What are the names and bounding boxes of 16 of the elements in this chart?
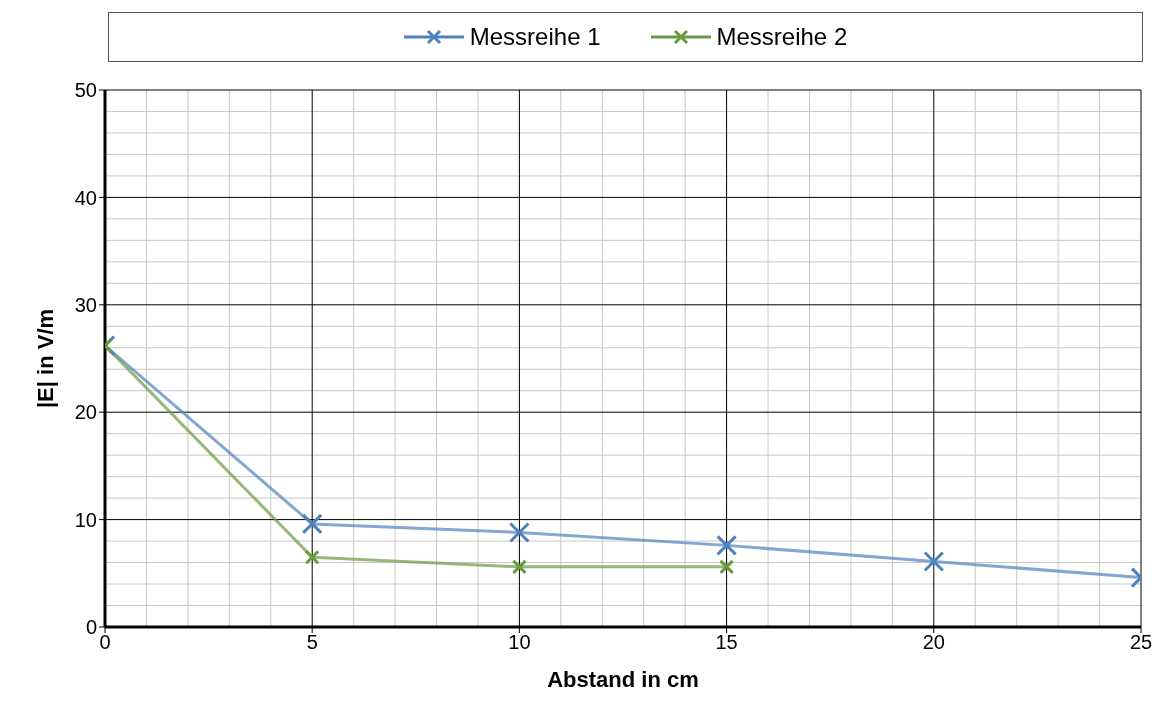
y-axis-title: |E| in V/m [32, 308, 58, 409]
legend-label: Messreihe 2 [716, 23, 848, 51]
legend-label: Messreihe 1 [469, 23, 601, 51]
y-tick-label: 10 [74, 508, 97, 531]
y-tick-label: 50 [74, 79, 97, 102]
x-tick-label: 20 [922, 631, 945, 654]
x-tick-label: 5 [306, 631, 318, 654]
y-tick-label: 20 [74, 401, 97, 424]
y-tick-label: 0 [85, 616, 97, 639]
x-tick-label: 25 [1129, 631, 1153, 654]
x-tick-label: 0 [99, 631, 111, 654]
x-tick-label: 15 [715, 631, 738, 654]
x-tick-label: 10 [508, 631, 531, 654]
y-tick-label: 40 [74, 186, 97, 209]
y-tick-label: 30 [74, 293, 97, 316]
x-axis-title: Abstand in cm [547, 667, 699, 692]
